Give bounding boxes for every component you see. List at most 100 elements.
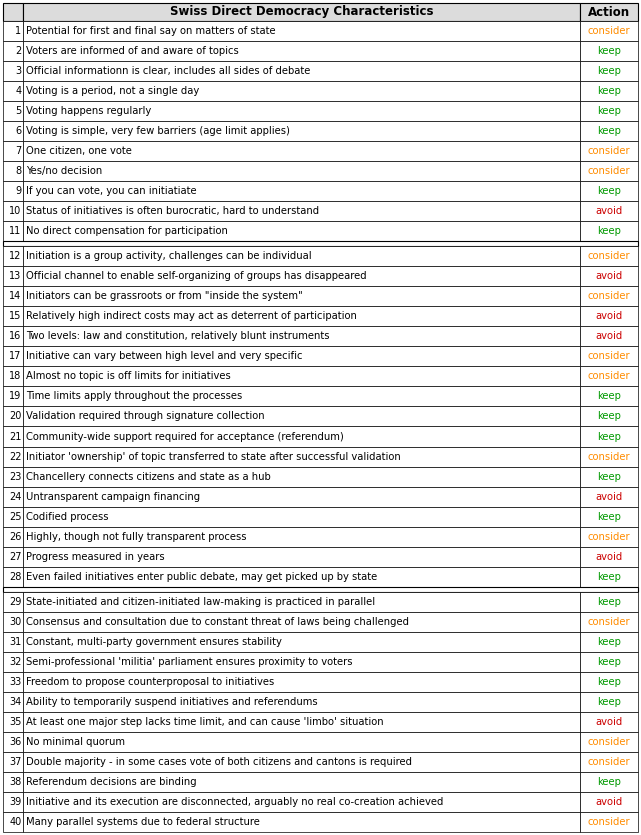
Text: keep: keep <box>597 46 621 56</box>
Text: 26: 26 <box>9 532 22 542</box>
Text: avoid: avoid <box>595 492 622 502</box>
Bar <box>580 507 638 527</box>
Text: 37: 37 <box>9 757 22 767</box>
Text: consider: consider <box>588 26 630 36</box>
Bar <box>580 752 638 772</box>
Bar <box>23 181 580 201</box>
Bar <box>23 712 580 731</box>
Text: Validation required through signature collection: Validation required through signature co… <box>26 412 265 422</box>
Text: Voting is a period, not a single day: Voting is a period, not a single day <box>26 86 199 96</box>
Bar <box>3 21 23 41</box>
Text: keep: keep <box>597 657 621 667</box>
Text: 39: 39 <box>9 797 22 807</box>
Text: consider: consider <box>588 757 630 767</box>
Text: One citizen, one vote: One citizen, one vote <box>26 146 132 156</box>
Text: consider: consider <box>588 146 630 156</box>
Text: Potential for first and final say on matters of state: Potential for first and final say on mat… <box>26 26 276 36</box>
Bar <box>580 326 638 347</box>
Bar <box>580 407 638 427</box>
Bar <box>23 367 580 387</box>
Text: keep: keep <box>597 572 621 582</box>
Bar <box>23 306 580 326</box>
Text: consider: consider <box>588 617 630 627</box>
Text: 34: 34 <box>9 697 22 707</box>
Bar <box>23 81 580 101</box>
Bar <box>3 587 638 592</box>
Text: Yes/no decision: Yes/no decision <box>26 166 103 176</box>
Text: keep: keep <box>597 637 621 647</box>
Bar <box>3 306 23 326</box>
Text: consider: consider <box>588 166 630 176</box>
Bar <box>3 507 23 527</box>
Text: State-initiated and citizen-initiated law-making is practiced in parallel: State-initiated and citizen-initiated la… <box>26 597 375 607</box>
Text: keep: keep <box>597 472 621 482</box>
Bar <box>3 3 23 21</box>
Bar <box>580 672 638 692</box>
Text: Almost no topic is off limits for initiatives: Almost no topic is off limits for initia… <box>26 372 231 382</box>
Bar <box>23 21 580 41</box>
Text: 12: 12 <box>9 251 22 261</box>
Bar <box>580 652 638 672</box>
Bar <box>23 592 580 612</box>
Text: 35: 35 <box>9 717 22 726</box>
Text: 6: 6 <box>15 126 22 136</box>
Bar <box>3 712 23 731</box>
Text: Initiator 'ownership' of topic transferred to state after successful validation: Initiator 'ownership' of topic transferr… <box>26 452 401 462</box>
Bar <box>3 672 23 692</box>
Text: avoid: avoid <box>595 311 622 321</box>
Text: 20: 20 <box>9 412 22 422</box>
Text: avoid: avoid <box>595 797 622 807</box>
Bar <box>23 507 580 527</box>
Bar <box>580 367 638 387</box>
Bar <box>23 792 580 812</box>
Bar <box>3 241 638 246</box>
Bar <box>3 752 23 772</box>
Bar <box>23 772 580 792</box>
Bar <box>3 692 23 712</box>
Text: Official informationn is clear, includes all sides of debate: Official informationn is clear, includes… <box>26 66 310 76</box>
Text: 28: 28 <box>9 572 22 582</box>
Bar <box>3 201 23 221</box>
Bar <box>23 812 580 832</box>
Bar <box>23 527 580 547</box>
Bar <box>23 201 580 221</box>
Text: keep: keep <box>597 677 621 687</box>
Bar <box>3 121 23 141</box>
Bar <box>23 266 580 286</box>
Bar <box>580 447 638 467</box>
Bar <box>3 487 23 507</box>
Bar <box>23 286 580 306</box>
Bar <box>3 447 23 467</box>
Bar <box>3 652 23 672</box>
Bar <box>580 387 638 407</box>
Bar <box>23 246 580 266</box>
Text: Swiss Direct Democracy Characteristics: Swiss Direct Democracy Characteristics <box>170 6 433 18</box>
Bar <box>580 141 638 161</box>
Text: Semi-professional 'militia' parliament ensures proximity to voters: Semi-professional 'militia' parliament e… <box>26 657 353 667</box>
Bar <box>580 792 638 812</box>
Text: 11: 11 <box>9 226 22 236</box>
Bar <box>580 3 638 21</box>
Text: Time limits apply throughout the processes: Time limits apply throughout the process… <box>26 392 242 402</box>
Text: Codified process: Codified process <box>26 512 108 522</box>
Text: keep: keep <box>597 106 621 116</box>
Text: 13: 13 <box>9 271 22 281</box>
Bar <box>3 266 23 286</box>
Text: Voting happens regularly: Voting happens regularly <box>26 106 151 116</box>
Text: Many parallel systems due to federal structure: Many parallel systems due to federal str… <box>26 817 260 827</box>
Bar <box>580 61 638 81</box>
Text: Referendum decisions are binding: Referendum decisions are binding <box>26 777 197 787</box>
Text: 29: 29 <box>9 597 22 607</box>
Text: Ability to temporarily suspend initiatives and referendums: Ability to temporarily suspend initiativ… <box>26 697 318 707</box>
Bar <box>580 121 638 141</box>
Bar <box>3 286 23 306</box>
Bar <box>23 387 580 407</box>
Bar <box>23 61 580 81</box>
Bar <box>580 731 638 752</box>
Text: 2: 2 <box>15 46 22 56</box>
Text: consider: consider <box>588 452 630 462</box>
Text: 5: 5 <box>15 106 22 116</box>
Text: 27: 27 <box>9 552 22 562</box>
Bar <box>23 612 580 632</box>
Bar <box>580 772 638 792</box>
